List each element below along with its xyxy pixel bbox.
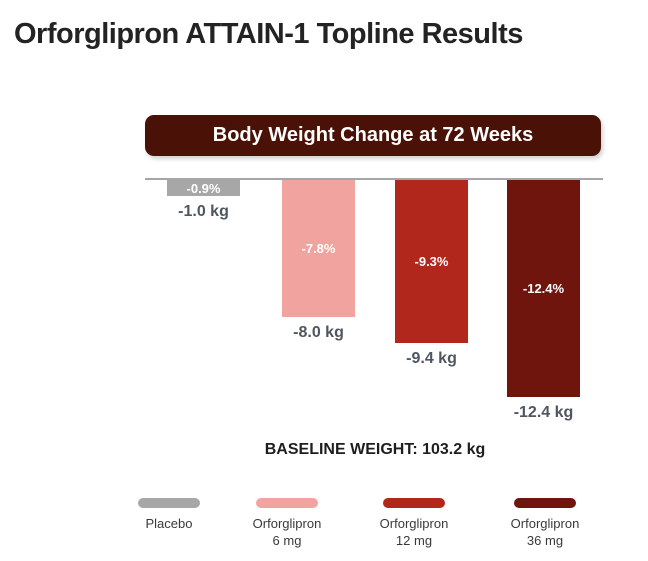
legend-label-line1: Orforglipron [379, 516, 449, 531]
legend-item: Placebo [109, 498, 229, 532]
baseline-weight-label: BASELINE WEIGHT: 103.2 kg [264, 441, 486, 458]
bar-percent-label: -7.8% [301, 241, 336, 256]
bar: -7.8% [282, 180, 355, 317]
page-title: Orforglipron ATTAIN-1 Topline Results [14, 18, 523, 50]
bar: -0.9% [167, 180, 240, 196]
legend-swatch [383, 498, 445, 508]
zero-axis-line [145, 178, 603, 180]
bar-percent-label: -12.4% [522, 281, 565, 296]
bar-percent-label: -0.9% [186, 180, 221, 196]
legend-item: Orforglipron 12 mg [354, 498, 474, 549]
legend-swatch [138, 498, 200, 508]
bar-kg-label: -8.0 kg [293, 324, 344, 341]
legend-label-line1: Placebo [145, 516, 193, 531]
chart-title: Body Weight Change at 72 Weeks [212, 124, 534, 146]
legend-label-line2: 12 mg [395, 533, 433, 548]
bar-kg-label: -1.0 kg [178, 203, 229, 220]
legend-item: Orforglipron 36 mg [485, 498, 605, 549]
bar-kg-label: -12.4 kg [513, 404, 574, 421]
legend-item: Orforglipron 6 mg [227, 498, 347, 549]
legend-label-line1: Orforglipron [510, 516, 580, 531]
legend-swatch [256, 498, 318, 508]
bar-percent-label: -9.3% [414, 254, 449, 269]
legend-label-line2: 36 mg [526, 533, 564, 548]
bar: -12.4% [507, 180, 580, 397]
chart-title-banner: Body Weight Change at 72 Weeks [145, 115, 601, 156]
legend-swatch [514, 498, 576, 508]
legend-label-line2: 6 mg [272, 533, 302, 548]
bar: -9.3% [395, 180, 468, 343]
legend-label-line1: Orforglipron [252, 516, 322, 531]
bar-kg-label: -9.4 kg [406, 350, 457, 367]
